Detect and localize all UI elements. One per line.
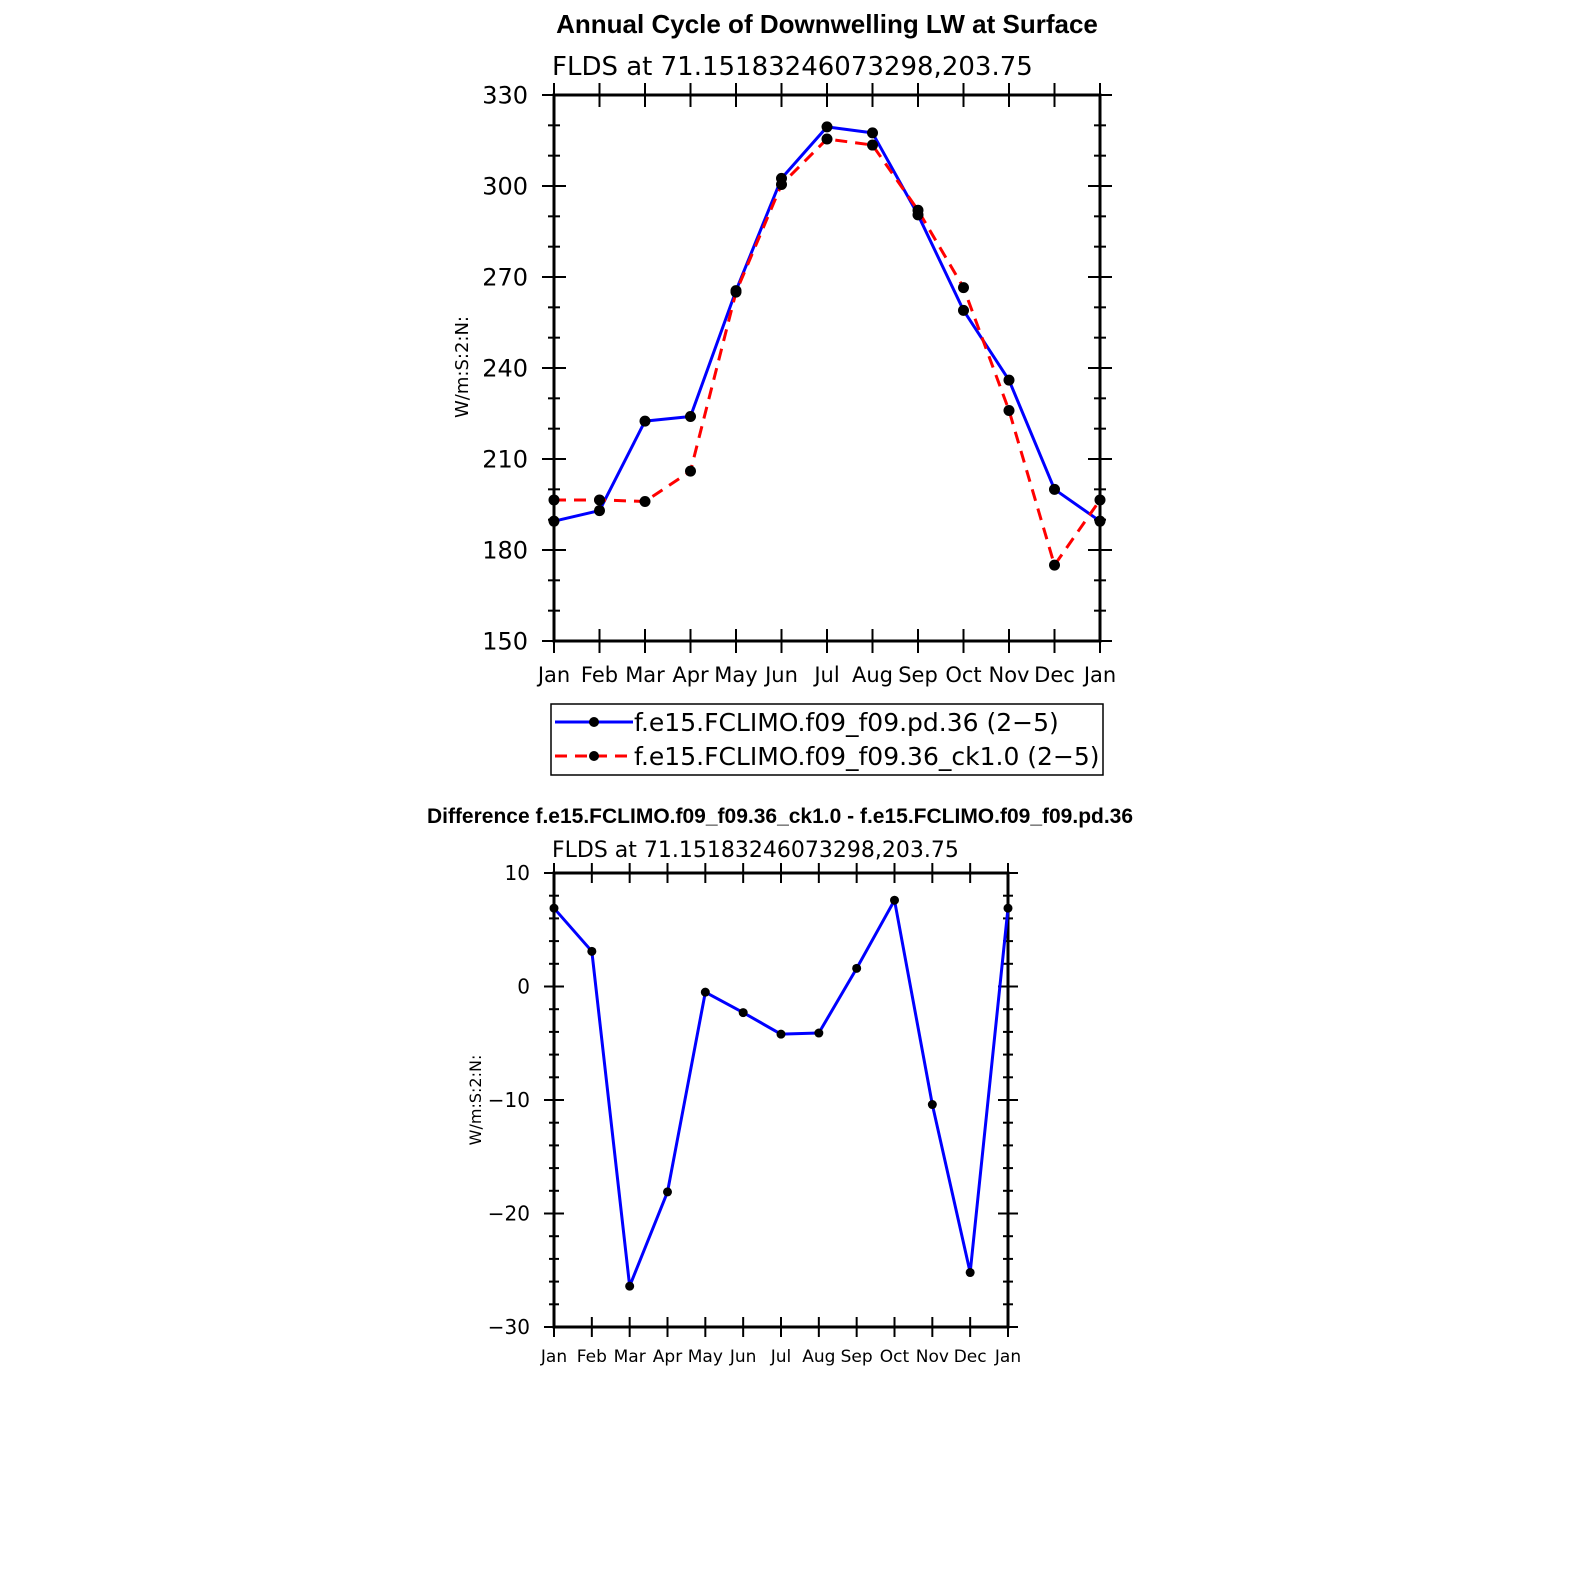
series-2-point [958,282,969,294]
legend-label-2: f.e15.FCLIMO.f09_f09.36_ck1.0 (2−5) [634,742,1100,771]
x-tick-label: Aug [852,663,893,687]
series-1-point [625,1281,635,1291]
x-tick-label: Apr [672,663,709,687]
chart2-subtitle: FLDS at 71.15183246073298,203.75 [552,838,959,863]
x-tick-label: Sep [898,663,938,687]
series-1-point [594,505,605,517]
x-tick-label: Feb [581,663,618,687]
series-2-point [639,495,651,507]
series-1-point [852,963,862,973]
series-2-point [867,139,878,151]
x-tick-label: Jan [540,1347,567,1367]
x-tick-label: Dec [954,1347,987,1367]
series-1-point [1003,374,1015,386]
series-1-point [965,1268,975,1278]
legend-marker-1 [589,717,599,727]
series-1-point [927,1100,937,1110]
x-tick-label: Apr [653,1347,682,1367]
series-1-point [821,121,833,133]
x-tick-label: Jan [536,663,570,687]
y-tick-label: 10 [505,861,530,885]
y-tick-label: 300 [482,173,528,201]
x-tick-label: May [714,663,757,687]
x-tick-label: Mar [625,663,665,687]
series-2-point [1049,559,1060,571]
series-1-point [1094,515,1106,527]
x-tick-label: Aug [802,1347,835,1367]
chart1-title: Annual Cycle of Downwelling LW at Surfac… [556,9,1098,39]
y-tick-label: 330 [482,82,528,110]
series-1-point [639,415,651,427]
chart2-ylabel: W/m:S:2:N: [466,1055,485,1146]
series-1-point [587,946,597,956]
x-tick-label: Dec [1034,663,1075,687]
series-2-point [821,133,833,145]
x-tick-label: Oct [880,1347,910,1367]
series-1-point [738,1008,748,1018]
chart2-plot-area: −30 −20 −10 0 10 Jan Feb Mar Apr May Jun Jul Aug Sep O… [488,861,1021,1367]
series-1-point [1049,483,1060,495]
series-1-point [890,895,899,905]
series-1-point [1003,903,1013,913]
series-2-point [730,286,742,298]
series-1-point [548,515,560,527]
series-1-point [867,127,878,139]
series-line-2 [554,137,1102,567]
y-tick-label: −20 [488,1202,530,1226]
chart1-subtitle: FLDS at 71.15183246073298,203.75 [552,52,1033,82]
plot-frame [552,871,1010,1329]
x-tick-label: Sep [841,1347,873,1367]
y-tick-label: 240 [482,355,528,383]
series-1-point [549,903,559,913]
y-tick-label: 0 [517,975,530,999]
series-2-point [776,178,787,190]
series-2-point [548,494,560,506]
series-line-1 [553,125,1101,523]
chart1-legend: f.e15.FCLIMO.f09_f09.pd.36 (2−5) f.e15.F… [550,703,1104,776]
y-tick-label: 270 [482,264,528,292]
y-tick-label: 150 [482,628,528,656]
series-1-point [776,1029,786,1039]
x-tick-label: Jun [763,663,798,687]
series-1-point [958,304,969,316]
legend-box [550,703,1104,776]
x-tick-label: Mar [614,1347,646,1367]
series-line-1 [552,898,1010,1288]
x-tick-label: Jul [770,1347,792,1367]
series-2-point [912,204,924,216]
series-1-point [700,987,710,997]
chart1-ylabel: W/m:S:2:N: [452,316,473,418]
legend-marker-2 [589,751,599,761]
x-tick-label: Nov [989,663,1030,687]
legend-label-1: f.e15.FCLIMO.f09_f09.pd.36 (2−5) [634,708,1059,737]
x-tick-label: Jan [994,1347,1021,1367]
y-tick-label: −10 [488,1088,530,1112]
series-2-point [1003,404,1015,416]
x-tick-label: Jan [1082,663,1116,687]
plot-frame [552,93,1102,643]
series-2-point [1094,494,1106,506]
y-tick-label: −30 [488,1315,530,1339]
chart1-plot-area: 150 180 210 240 270 300 330 Jan Feb Mar Apr May Jun J… [482,82,1116,687]
series-1-point [685,411,696,423]
y-tick-label: 180 [482,537,528,565]
series-1-point [814,1028,824,1038]
x-tick-label: Feb [577,1347,607,1367]
x-tick-label: Oct [945,663,981,687]
x-tick-label: Nov [916,1347,949,1367]
series-2-point [685,465,696,477]
x-tick-label: May [688,1347,723,1367]
chart2-title: Difference f.e15.FCLIMO.f09_f09.36_ck1.0… [427,805,1133,828]
series-1-point [663,1187,672,1197]
x-tick-label: Jul [812,663,839,687]
y-tick-label: 210 [482,446,528,474]
x-tick-label: Jun [729,1347,757,1367]
series-2-point [594,494,605,506]
